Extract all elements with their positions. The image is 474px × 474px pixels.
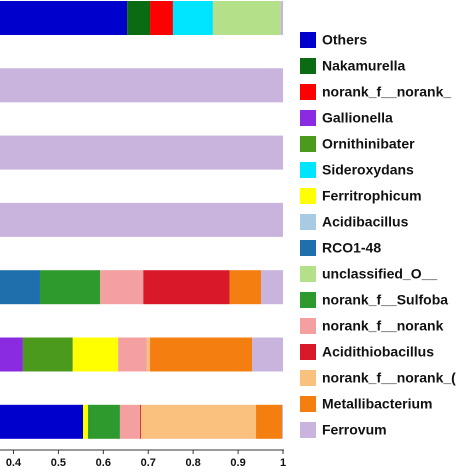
- legend-swatch: [300, 214, 316, 230]
- x-tick-label: 0.9: [230, 457, 245, 469]
- bar-segment: [172, 1, 213, 35]
- x-tick-label: 1: [280, 457, 286, 469]
- legend-swatch: [300, 58, 316, 74]
- bar-segment: [0, 404, 84, 439]
- bar-segment: [150, 337, 253, 372]
- legend-swatch: [300, 110, 316, 126]
- legend-label: unclassified_O__: [322, 266, 437, 282]
- legend-swatch: [300, 422, 316, 438]
- legend-label: RCO1-48: [322, 240, 381, 256]
- bar-segment: [100, 270, 144, 305]
- bar-segment: [140, 404, 142, 439]
- bar-segment: [212, 1, 281, 35]
- legend-swatch: [300, 344, 316, 360]
- x-tick-label: 0.7: [141, 457, 156, 469]
- bar-segment: [0, 1, 128, 35]
- legend-label: norank_f__norank_: [322, 84, 451, 100]
- bar-segment: [143, 270, 230, 305]
- legend-swatch: [300, 162, 316, 178]
- legend-swatch: [300, 84, 316, 100]
- legend-swatch: [300, 240, 316, 256]
- legend-label: Metallibacterium: [322, 396, 432, 412]
- bar-segment: [0, 270, 40, 305]
- bar-segment: [282, 404, 283, 439]
- legend-label: Acidithiobacillus: [322, 344, 434, 360]
- bar-segment: [83, 404, 89, 439]
- legend-label: norank_f__norank: [322, 318, 444, 334]
- bar-segment: [229, 270, 261, 305]
- bar-segment: [0, 337, 23, 372]
- bar-segment: [252, 337, 283, 372]
- bar-segment: [141, 404, 257, 439]
- legend-swatch: [300, 370, 316, 386]
- legend-label: Ferrovum: [322, 422, 387, 438]
- bar-segment: [280, 1, 283, 35]
- bar-segment: [88, 404, 120, 439]
- bar-segment: [0, 68, 283, 103]
- legend-label: Others: [322, 32, 367, 48]
- legend-label: norank_f__norank_(: [322, 370, 456, 386]
- legend-label: Ornithinibater: [322, 136, 415, 152]
- legend-swatch: [300, 32, 316, 48]
- bar-segment: [146, 337, 151, 372]
- legend-swatch: [300, 292, 316, 308]
- legend-swatch: [300, 318, 316, 334]
- bar-segment: [260, 270, 283, 305]
- legend: Others Nakamurella norank_f__norank_ Gallio…: [300, 32, 456, 438]
- x-tick-label: 0.5: [51, 457, 66, 469]
- legend-label: norank_f__Sulfoba: [322, 292, 448, 308]
- legend-label: Ferritrophicum: [322, 188, 422, 204]
- x-tick-label: 0.6: [96, 457, 111, 469]
- bar-segment: [256, 404, 283, 439]
- legend-swatch: [300, 266, 316, 282]
- bar-segment: [0, 135, 283, 170]
- legend-swatch: [300, 396, 316, 412]
- bar-segment: [118, 337, 147, 372]
- legend-swatch: [300, 188, 316, 204]
- bar-segment: [22, 337, 73, 372]
- x-tick-label: 0.4: [6, 457, 22, 469]
- x-tick-label: 0.8: [186, 457, 201, 469]
- bar-segment: [119, 404, 141, 439]
- bar-segment: [72, 337, 119, 372]
- legend-label: Acidibacillus: [322, 214, 409, 230]
- legend-label: Gallionella: [322, 110, 393, 126]
- legend-label: Sideroxydans: [322, 162, 414, 178]
- bar-segment: [127, 1, 151, 35]
- legend-label: Nakamurella: [322, 58, 405, 74]
- bar-segment: [39, 270, 101, 305]
- bar-segment: [150, 1, 173, 35]
- legend-swatch: [300, 136, 316, 152]
- plot-area: [0, 1, 283, 439]
- bar-segment: [0, 202, 283, 237]
